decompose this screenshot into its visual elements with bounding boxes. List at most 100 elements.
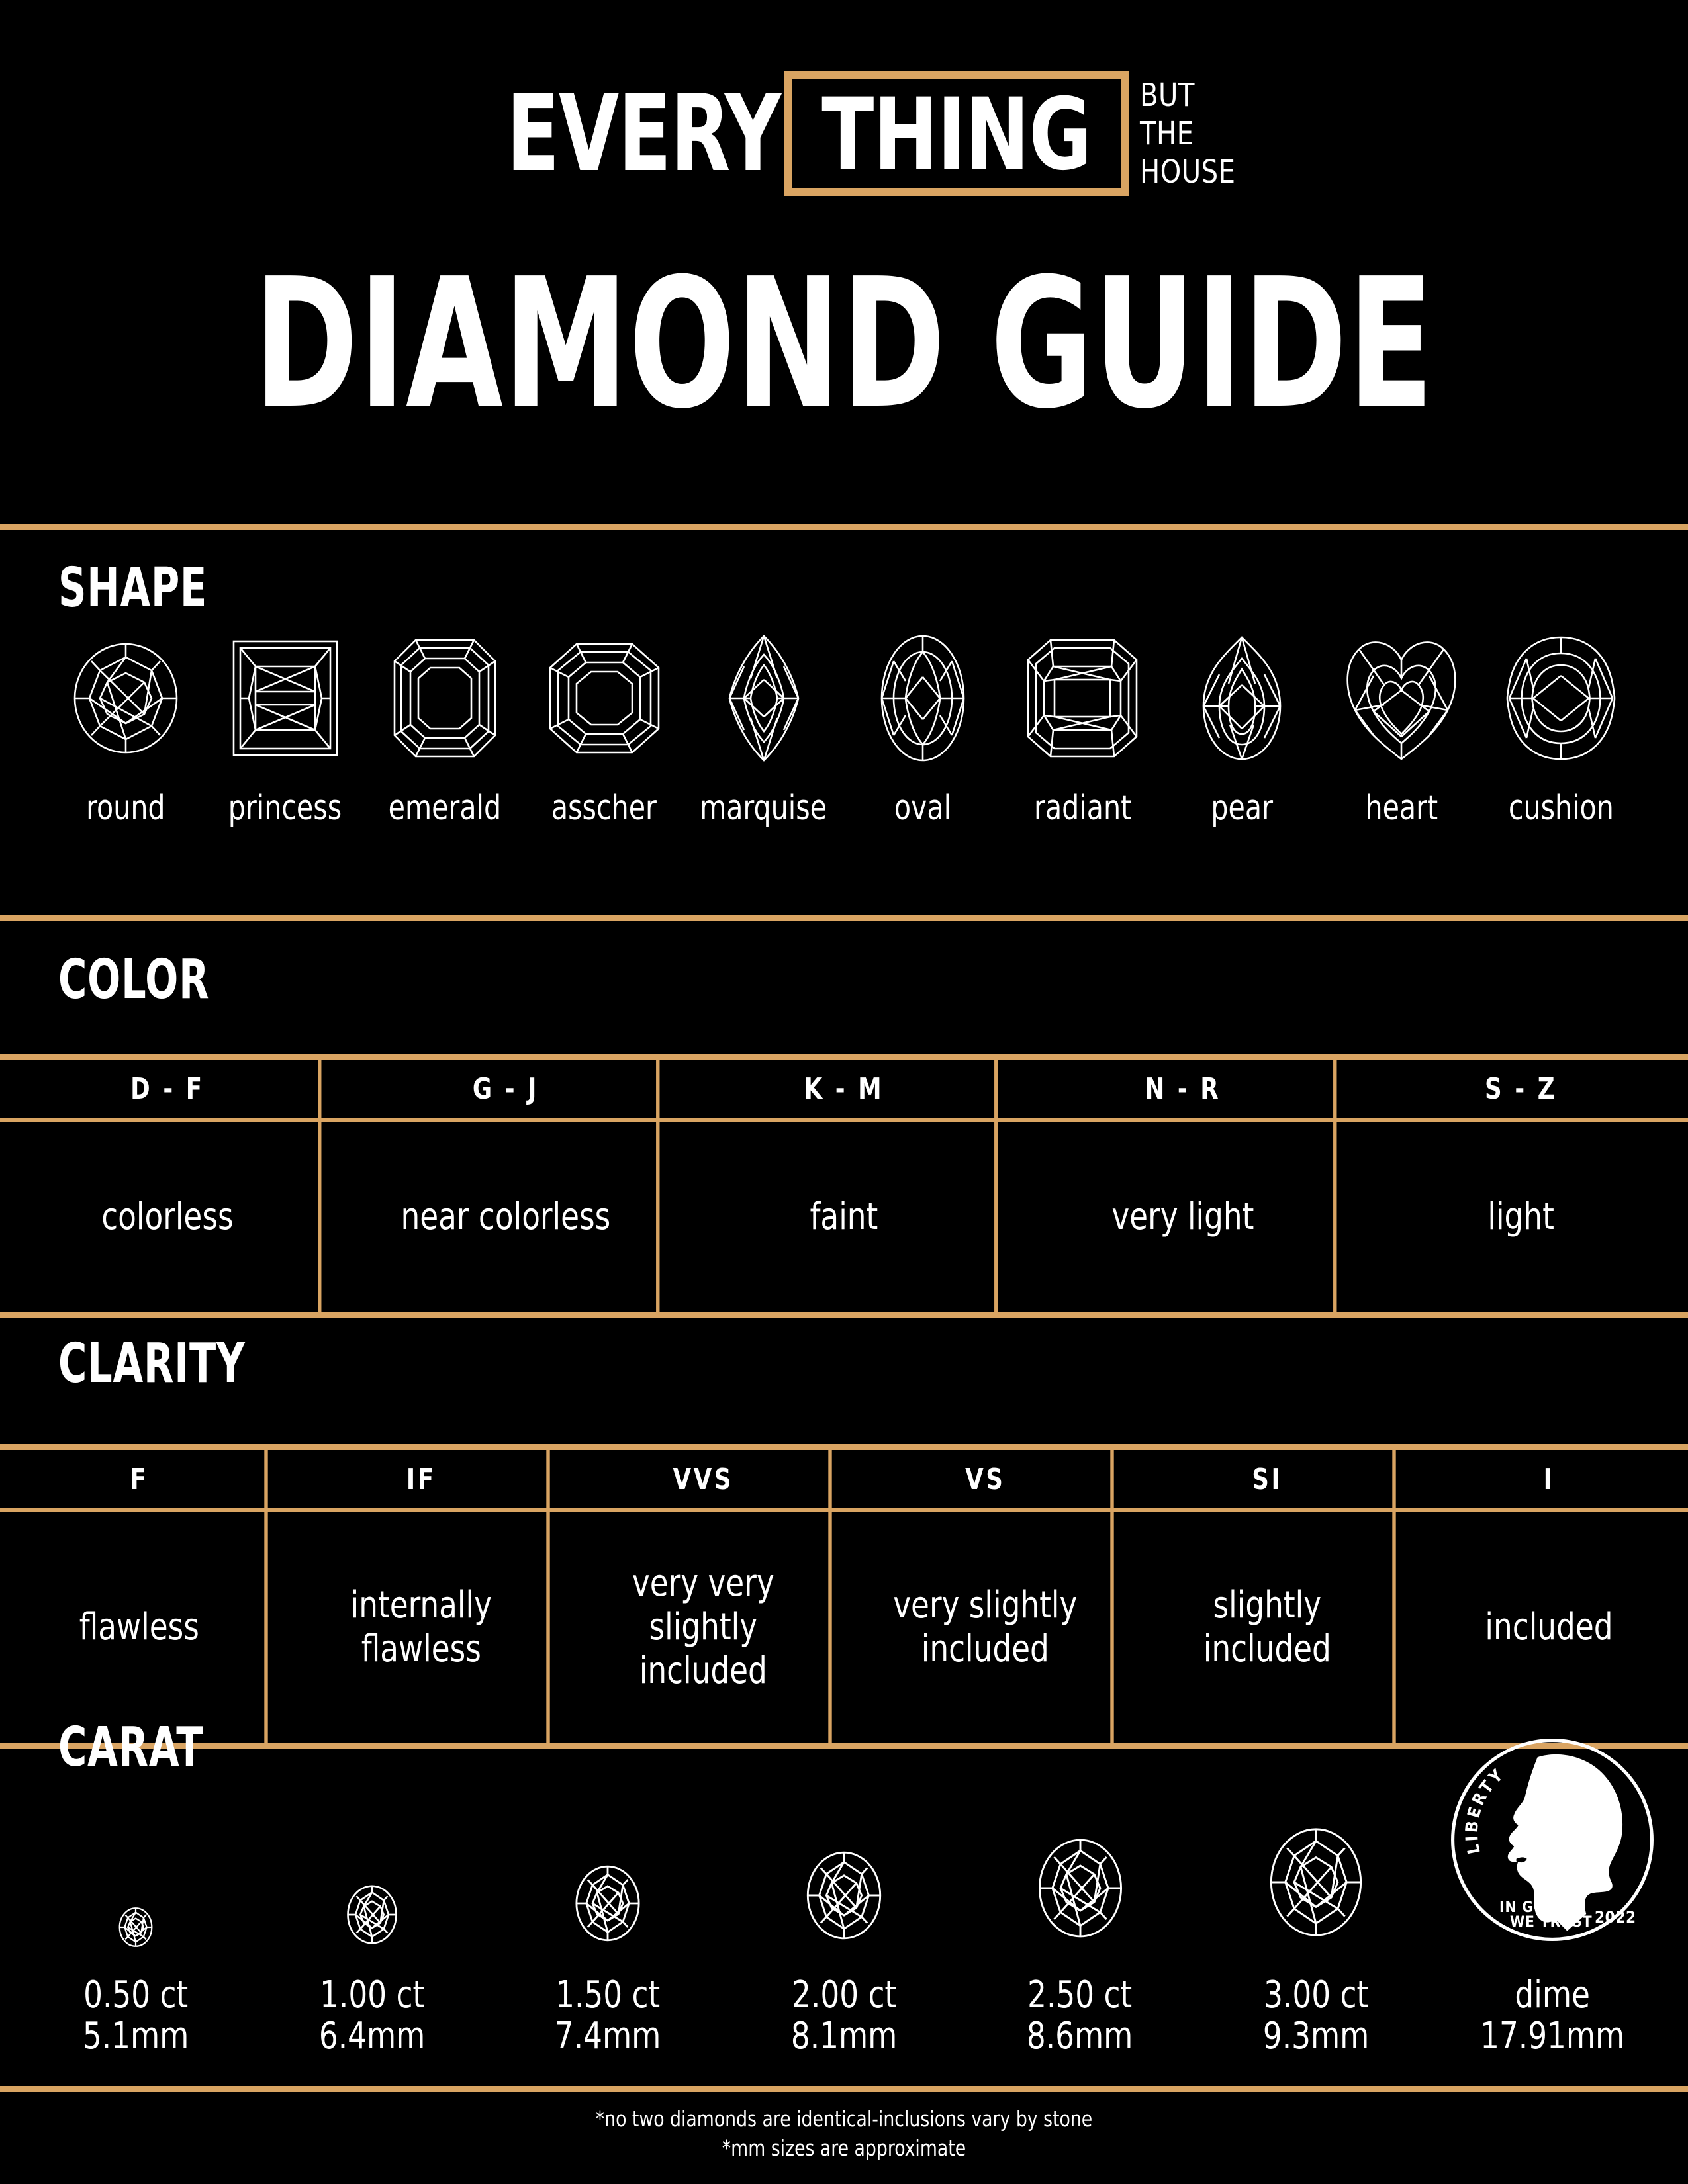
carat-size: 6.4mm: [318, 2015, 425, 2058]
carat-item-150[interactable]: 1.50 ct 7.4mm: [512, 1734, 704, 2057]
dime-coin-icon: LIBERTY IN GOD WE TRUST 2022: [1450, 1739, 1654, 1941]
clarity-grade-header: IF: [296, 1450, 550, 1508]
diamond-round-icon: [575, 1865, 640, 1942]
diamond-princess-icon: [232, 640, 338, 756]
diamond-marquise-icon: [728, 635, 799, 762]
carat-label: 3.00 ct 9.3mm: [1263, 1975, 1369, 2057]
clarity-table-header-row: F IF VVS VS SI I: [0, 1450, 1688, 1512]
shape-label: cushion: [1508, 788, 1614, 828]
carat-gem-wrap: [115, 1734, 157, 1952]
footer-notes: *no two diamonds are identical-inclusion…: [85, 2105, 1604, 2163]
carat-label: 0.50 ct 5.1mm: [83, 1975, 189, 2057]
clarity-grade-header: VVS: [578, 1450, 832, 1508]
svg-text:LIBERTY: LIBERTY: [1462, 1764, 1509, 1856]
diamond-oval-icon: [881, 635, 965, 762]
clarity-grade-header: VS: [860, 1450, 1114, 1508]
carat-item-250[interactable]: 2.50 ct 8.6mm: [984, 1734, 1176, 2057]
diamond-asscher-icon: [549, 643, 659, 754]
color-grade-description: light: [1487, 1195, 1554, 1238]
carat-item-200[interactable]: 2.00 ct 8.1mm: [748, 1734, 940, 2057]
color-grade-description: colorless: [17, 1122, 322, 1312]
color-grade-header: N - R: [1032, 1060, 1337, 1118]
shape-label: round: [86, 788, 165, 828]
shape-item-asscher[interactable]: asscher: [528, 632, 681, 825]
logo-tagline-line-3: HOUSE: [1139, 154, 1235, 191]
clarity-grade-description: included: [1485, 1606, 1613, 1649]
carat-size-gallery: 0.50 ct 5.1mm 1.00 ct 6.4mm: [40, 1734, 1654, 2057]
carat-label: 1.00 ct 6.4mm: [318, 1975, 424, 2057]
dime-year: 2022: [1595, 1908, 1636, 1927]
color-grade-header: K - M: [694, 1060, 999, 1118]
logo-word-thing: THING: [821, 77, 1092, 193]
footer-note-1: *no two diamonds are identical-inclusion…: [595, 2106, 1093, 2132]
shape-item-emerald[interactable]: emerald: [368, 632, 522, 825]
brand-logo: EVERY THING BUT THE HOUSE: [0, 71, 1688, 196]
carat-size: 17.91mm: [1479, 2015, 1624, 2058]
diamond-heart-icon: [1346, 641, 1456, 760]
carat-gem-wrap: [1027, 1734, 1134, 1952]
diamond-round-icon: [346, 1885, 397, 1944]
shape-item-marquise[interactable]: marquise: [687, 632, 841, 825]
section-heading-color: COLOR: [58, 948, 210, 1011]
carat-size: 9.3mm: [1263, 2015, 1370, 2058]
carat-gem-wrap: [567, 1734, 649, 1952]
divider-above-color: [0, 915, 1688, 921]
color-table-header-row: D - F G - J K - M N - R S - Z: [0, 1060, 1688, 1122]
carat-label: dime 17.91mm: [1480, 1975, 1624, 2057]
diamond-emerald-icon: [393, 639, 496, 758]
shape-item-round[interactable]: round: [49, 632, 203, 825]
carat-gem-wrap: [340, 1734, 404, 1952]
dime-liberty-text: LIBERTY: [1462, 1764, 1507, 1856]
divider-above-footer: [0, 2086, 1688, 2092]
shape-label: asscher: [551, 788, 657, 828]
clarity-grade-header: I: [1543, 1462, 1555, 1496]
clarity-grade-header: SI: [1142, 1450, 1396, 1508]
shape-label: radiant: [1033, 788, 1131, 828]
carat-label: 1.50 ct 7.4mm: [555, 1975, 661, 2057]
carat-item-100[interactable]: 1.00 ct 6.4mm: [276, 1734, 468, 2057]
shape-item-heart[interactable]: heart: [1325, 632, 1478, 825]
color-grade-description: faint: [694, 1122, 999, 1312]
logo-tagline: BUT THE HOUSE: [1140, 71, 1235, 196]
carat-gem-wrap: [1257, 1734, 1375, 1952]
clarity-grade-header: F: [14, 1450, 268, 1508]
carat-weight: 2.00 ct: [791, 1974, 896, 2017]
logo-word-every: EVERY: [506, 71, 781, 195]
footer-note-2: *mm sizes are approximate: [722, 2135, 966, 2161]
diamond-radiant-icon: [1027, 639, 1138, 758]
shape-item-radiant[interactable]: radiant: [1006, 632, 1159, 825]
page-title: DIAMOND GUIDE: [254, 240, 1434, 448]
color-grade-header: D - F: [17, 1060, 322, 1118]
carat-weight: 3.00 ct: [1264, 1974, 1369, 2017]
shape-label: oval: [894, 788, 952, 828]
clarity-grade-description: very slightly included: [860, 1512, 1114, 1743]
carat-item-050[interactable]: 0.50 ct 5.1mm: [40, 1734, 232, 2057]
diamond-round-icon: [1270, 1828, 1362, 1936]
color-grade-description: near colorless: [355, 1122, 660, 1312]
section-heading-shape: SHAPE: [58, 557, 208, 619]
shape-item-cushion[interactable]: cushion: [1484, 632, 1638, 825]
color-table-body-row: colorless near colorless faint very ligh…: [0, 1122, 1688, 1312]
carat-label: 2.50 ct 8.6mm: [1027, 1975, 1133, 2057]
shape-item-princess[interactable]: princess: [209, 632, 362, 825]
carat-weight: 0.50 ct: [83, 1974, 189, 2017]
shape-label: heart: [1365, 788, 1438, 828]
dime-motto-line-1: IN GOD: [1499, 1899, 1558, 1916]
carat-item-dime[interactable]: LIBERTY IN GOD WE TRUST 2022 dime 17.91m…: [1450, 1734, 1654, 2057]
diamond-pear-icon: [1202, 636, 1282, 760]
shape-item-oval[interactable]: oval: [846, 632, 1000, 825]
dime-motto-line-2: WE TRUST: [1510, 1913, 1593, 1931]
carat-weight: dime: [1515, 1974, 1590, 2017]
clarity-grade-description: slightly included: [1142, 1512, 1396, 1743]
color-grade-header: G - J: [355, 1060, 660, 1118]
diamond-round-icon: [118, 1907, 153, 1947]
logo-tagline-line-1: BUT: [1139, 77, 1195, 114]
shape-label: emerald: [388, 788, 501, 828]
section-heading-carat: CARAT: [58, 1716, 204, 1779]
carat-label: 2.00 ct 8.1mm: [791, 1975, 897, 2057]
shape-item-pear[interactable]: pear: [1165, 632, 1319, 825]
clarity-table-body-row: flawless internally flawless very very s…: [0, 1512, 1688, 1743]
diamond-round-icon: [73, 643, 178, 754]
carat-item-300[interactable]: 3.00 ct 9.3mm: [1220, 1734, 1412, 2057]
diamond-cushion-icon: [1506, 636, 1616, 760]
